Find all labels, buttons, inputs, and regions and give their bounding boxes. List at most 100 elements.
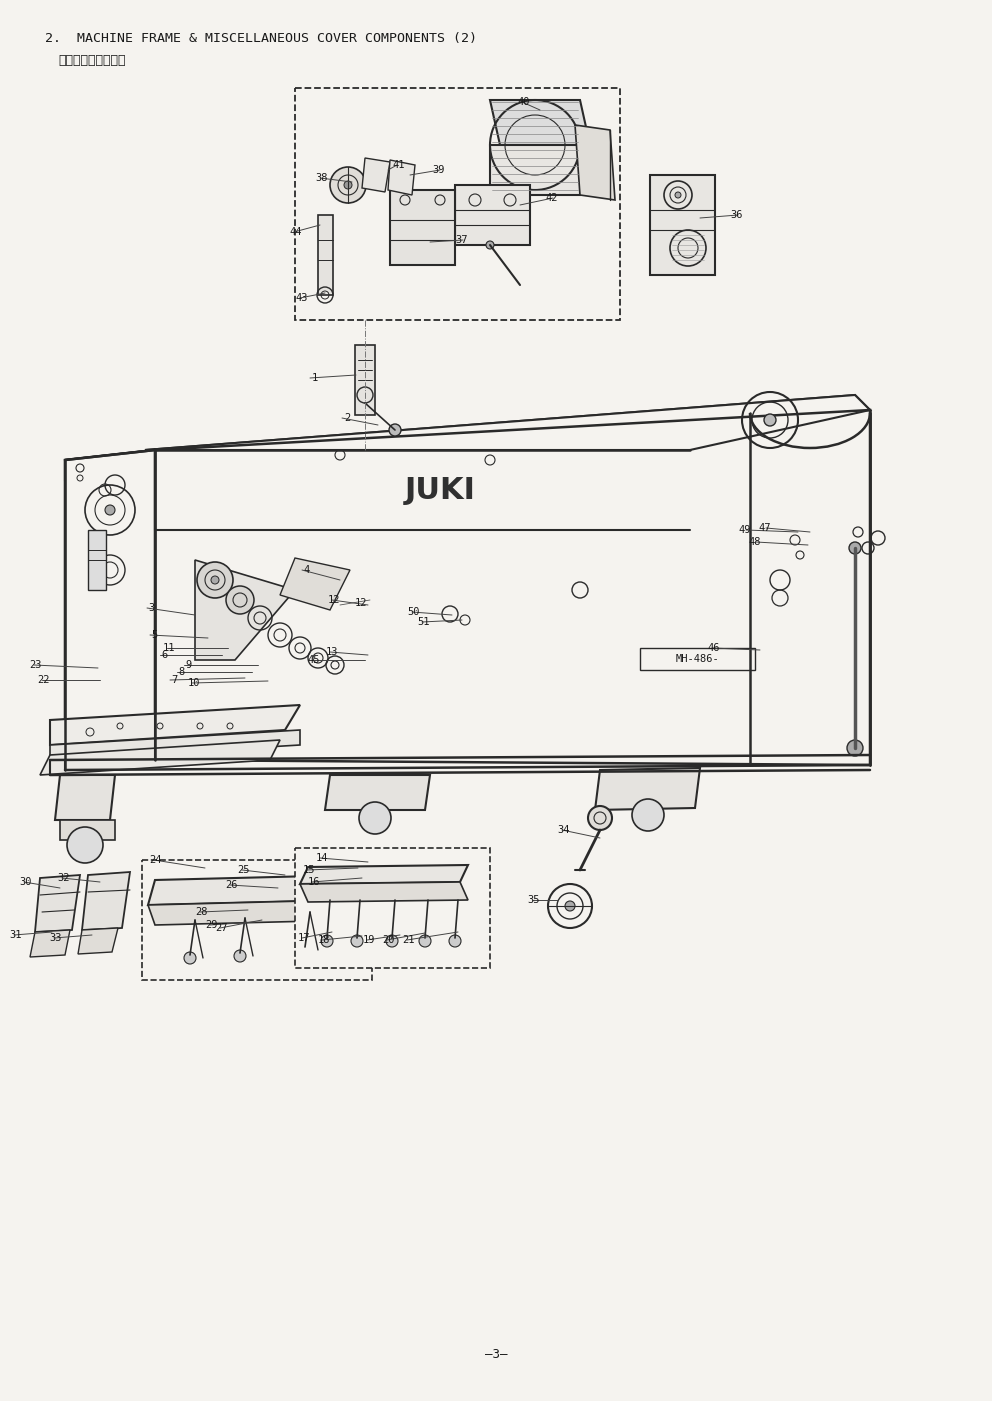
Bar (142, 860, 372, 981)
Text: 5: 5 (152, 630, 158, 640)
Text: 17: 17 (298, 933, 310, 943)
Text: JUKI: JUKI (405, 475, 475, 504)
Text: 37: 37 (455, 235, 467, 245)
Text: 32: 32 (58, 873, 70, 883)
Text: 21: 21 (403, 934, 415, 946)
Text: 9: 9 (186, 660, 192, 670)
Bar (640, 649, 755, 670)
Polygon shape (78, 927, 118, 954)
Text: 47: 47 (758, 523, 771, 532)
Text: 3: 3 (149, 602, 155, 614)
Text: 6: 6 (162, 650, 168, 660)
Circle shape (211, 576, 219, 584)
Polygon shape (490, 144, 580, 195)
Text: 29: 29 (205, 920, 218, 930)
Polygon shape (40, 740, 280, 775)
Polygon shape (148, 899, 355, 925)
Text: 26: 26 (225, 880, 238, 890)
Text: 33: 33 (50, 933, 62, 943)
Circle shape (849, 542, 861, 553)
Text: 16: 16 (308, 877, 320, 887)
Text: —3—: —3— (485, 1349, 507, 1362)
Circle shape (234, 950, 246, 962)
Text: 50: 50 (408, 607, 420, 616)
Text: 46: 46 (707, 643, 720, 653)
Text: MH-486-: MH-486- (676, 654, 719, 664)
Circle shape (344, 181, 352, 189)
Polygon shape (325, 775, 430, 810)
Bar (650, 175, 715, 275)
Text: 30: 30 (20, 877, 32, 887)
Text: 41: 41 (393, 160, 405, 170)
Text: 頭部外装関係（２）: 頭部外装関係（２） (58, 53, 126, 66)
Bar (318, 214, 333, 296)
Circle shape (389, 425, 401, 436)
Polygon shape (362, 158, 390, 192)
Polygon shape (455, 185, 530, 245)
Polygon shape (195, 560, 295, 660)
Text: 48: 48 (748, 537, 761, 546)
Text: 40: 40 (518, 97, 530, 106)
Circle shape (386, 934, 398, 947)
Circle shape (226, 586, 254, 614)
Polygon shape (575, 125, 615, 200)
Polygon shape (388, 160, 415, 195)
Text: 24: 24 (150, 855, 162, 864)
Polygon shape (65, 740, 100, 771)
Circle shape (330, 167, 366, 203)
Text: 31: 31 (10, 930, 22, 940)
Polygon shape (148, 876, 355, 905)
Text: 11: 11 (163, 643, 175, 653)
Circle shape (847, 740, 863, 757)
Polygon shape (300, 864, 468, 884)
Polygon shape (390, 191, 455, 265)
Text: 25: 25 (237, 864, 250, 876)
Polygon shape (50, 705, 300, 745)
Text: 20: 20 (383, 934, 395, 946)
Circle shape (449, 934, 461, 947)
Circle shape (565, 901, 575, 911)
Circle shape (197, 562, 233, 598)
Circle shape (351, 934, 363, 947)
Polygon shape (155, 410, 870, 765)
Circle shape (675, 192, 681, 198)
Text: 8: 8 (179, 667, 185, 677)
Polygon shape (490, 99, 590, 144)
Polygon shape (50, 730, 300, 759)
Text: 2: 2 (344, 413, 350, 423)
Text: 14: 14 (315, 853, 328, 863)
Circle shape (105, 504, 115, 516)
Text: 13: 13 (325, 647, 338, 657)
Text: 28: 28 (195, 906, 208, 918)
Polygon shape (82, 871, 130, 930)
Circle shape (184, 953, 196, 964)
Polygon shape (145, 395, 870, 450)
Text: 10: 10 (187, 678, 200, 688)
Text: 12: 12 (355, 598, 367, 608)
Bar (355, 345, 375, 415)
Text: 39: 39 (432, 165, 444, 175)
Text: 23: 23 (30, 660, 42, 670)
Circle shape (299, 944, 311, 955)
Polygon shape (65, 450, 155, 771)
Polygon shape (595, 768, 700, 810)
Circle shape (632, 799, 664, 831)
Polygon shape (300, 883, 468, 902)
Text: 42: 42 (545, 193, 558, 203)
Polygon shape (35, 876, 80, 932)
Bar (295, 848, 490, 968)
Circle shape (486, 241, 494, 249)
Text: 34: 34 (558, 825, 570, 835)
Text: 7: 7 (172, 675, 178, 685)
Circle shape (419, 934, 431, 947)
Text: 1: 1 (311, 373, 318, 382)
Circle shape (67, 827, 103, 863)
Polygon shape (145, 395, 870, 450)
Circle shape (321, 934, 333, 947)
Text: 19: 19 (362, 934, 375, 946)
Text: 44: 44 (290, 227, 302, 237)
Text: 4: 4 (304, 565, 310, 574)
Bar (88, 530, 106, 590)
Polygon shape (60, 820, 115, 841)
Text: 35: 35 (528, 895, 540, 905)
